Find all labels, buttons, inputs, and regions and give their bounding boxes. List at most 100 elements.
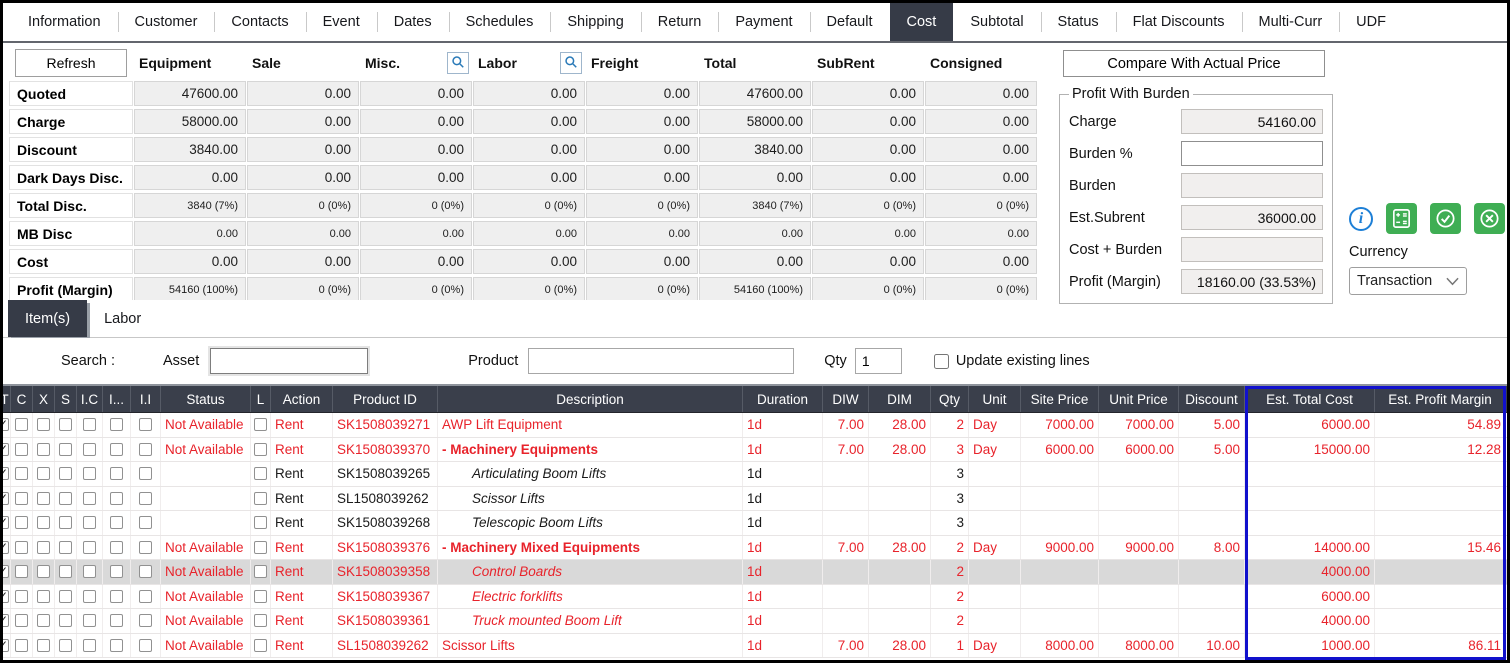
checkbox-i-c[interactable] — [83, 589, 96, 603]
tab-dates[interactable]: Dates — [376, 3, 449, 41]
checkbox-s[interactable] — [59, 638, 72, 652]
checkbox-i-c[interactable] — [83, 614, 96, 628]
row-select-checkbox[interactable] — [3, 589, 9, 603]
checkbox-l[interactable] — [254, 638, 267, 652]
tab-default[interactable]: Default — [809, 3, 890, 41]
checkbox-i-i[interactable] — [139, 565, 152, 579]
tab-cost[interactable]: Cost — [889, 3, 954, 41]
compare-with-actual-price-button[interactable]: Compare With Actual Price — [1063, 50, 1325, 77]
checkbox-l[interactable] — [254, 491, 267, 505]
checkbox-s[interactable] — [59, 516, 72, 530]
checkbox-c[interactable] — [15, 418, 28, 432]
checkbox-l[interactable] — [254, 565, 267, 579]
checkbox-i[interactable] — [110, 516, 123, 530]
checkbox-s[interactable] — [59, 565, 72, 579]
checkbox-x[interactable] — [37, 442, 50, 456]
tab-event[interactable]: Event — [305, 3, 377, 41]
tab-udf[interactable]: UDF — [1339, 3, 1403, 41]
checkbox-i[interactable] — [110, 418, 123, 432]
update-existing-lines-checkbox[interactable] — [933, 353, 949, 369]
checkbox-i-c[interactable] — [83, 540, 96, 554]
checkbox-i[interactable] — [110, 589, 123, 603]
checkbox-s[interactable] — [59, 589, 72, 603]
tab-shipping[interactable]: Shipping — [550, 3, 640, 41]
checkbox-i[interactable] — [110, 638, 123, 652]
tab-payment[interactable]: Payment — [718, 3, 809, 41]
checkbox-x[interactable] — [37, 614, 50, 628]
checkbox-c[interactable] — [15, 442, 28, 456]
refresh-button[interactable]: Refresh — [15, 49, 127, 77]
checkbox-c[interactable] — [15, 565, 28, 579]
checkbox-l[interactable] — [254, 540, 267, 554]
row-select-checkbox[interactable] — [3, 515, 9, 530]
check-circle-icon[interactable] — [1430, 203, 1461, 234]
subtab-labor[interactable]: Labor — [104, 310, 142, 327]
checkbox-l[interactable] — [254, 418, 267, 432]
burden-input-profit-margin[interactable] — [1181, 269, 1323, 294]
checkbox-i-c[interactable] — [83, 491, 96, 505]
checkbox-i-c[interactable] — [83, 467, 96, 481]
burden-input-burden[interactable] — [1181, 173, 1323, 198]
checkbox-i[interactable] — [110, 565, 123, 579]
checkbox-i-i[interactable] — [139, 491, 152, 505]
checkbox-x[interactable] — [37, 467, 50, 481]
checkbox-c[interactable] — [15, 491, 28, 505]
row-select-checkbox[interactable] — [3, 564, 9, 579]
checkbox-x[interactable] — [37, 491, 50, 505]
checkbox-i[interactable] — [110, 467, 123, 481]
row-select-checkbox[interactable] — [3, 638, 9, 652]
tab-contacts[interactable]: Contacts — [214, 3, 305, 41]
checkbox-i-i[interactable] — [139, 638, 152, 652]
checkbox-s[interactable] — [59, 614, 72, 628]
tab-information[interactable]: Information — [28, 14, 101, 30]
checkbox-c[interactable] — [15, 516, 28, 530]
row-select-checkbox[interactable] — [3, 491, 9, 505]
burden-input-burden[interactable] — [1181, 141, 1323, 166]
checkbox-s[interactable] — [59, 442, 72, 456]
checkbox-i-c[interactable] — [83, 516, 96, 530]
tab-status[interactable]: Status — [1040, 3, 1116, 41]
subtab-item-s[interactable]: Item(s) — [8, 300, 88, 337]
row-select-checkbox[interactable] — [3, 540, 9, 554]
checkbox-i-i[interactable] — [139, 418, 152, 432]
checkbox-x[interactable] — [37, 418, 50, 432]
checkbox-x[interactable] — [37, 565, 50, 579]
checkbox-i-i[interactable] — [139, 614, 152, 628]
checkbox-i-i[interactable] — [139, 540, 152, 554]
checkbox-s[interactable] — [59, 467, 72, 481]
x-circle-icon[interactable] — [1474, 203, 1505, 234]
checkbox-i-c[interactable] — [83, 418, 96, 432]
checkbox-i-i[interactable] — [139, 467, 152, 481]
checkbox-i-i[interactable] — [139, 516, 152, 530]
row-select-checkbox[interactable] — [3, 613, 9, 628]
burden-input-cost-burden[interactable] — [1181, 237, 1323, 262]
row-select-checkbox[interactable] — [3, 417, 9, 432]
tab-subtotal[interactable]: Subtotal — [970, 14, 1024, 30]
row-select-checkbox[interactable] — [3, 466, 9, 481]
checkbox-s[interactable] — [59, 491, 72, 505]
asset-input[interactable] — [210, 348, 369, 374]
checkbox-i-c[interactable] — [83, 565, 96, 579]
tab-customer[interactable]: Customer — [117, 3, 215, 41]
checkbox-l[interactable] — [254, 589, 267, 603]
currency-select[interactable]: Transaction — [1349, 267, 1467, 295]
checkbox-x[interactable] — [37, 540, 50, 554]
tab-flat-discounts[interactable]: Flat Discounts — [1115, 3, 1242, 41]
checkbox-x[interactable] — [37, 516, 50, 530]
tab-multi-curr[interactable]: Multi-Curr — [1241, 3, 1340, 41]
checkbox-c[interactable] — [15, 540, 28, 554]
checkbox-c[interactable] — [15, 614, 28, 628]
checkbox-s[interactable] — [59, 418, 72, 432]
checkbox-l[interactable] — [254, 467, 267, 481]
qty-input[interactable] — [854, 348, 902, 374]
info-icon[interactable]: i — [1349, 206, 1373, 231]
labor-search-button[interactable] — [560, 52, 582, 74]
tab-schedules[interactable]: Schedules — [448, 3, 551, 41]
checkbox-i[interactable] — [110, 614, 123, 628]
